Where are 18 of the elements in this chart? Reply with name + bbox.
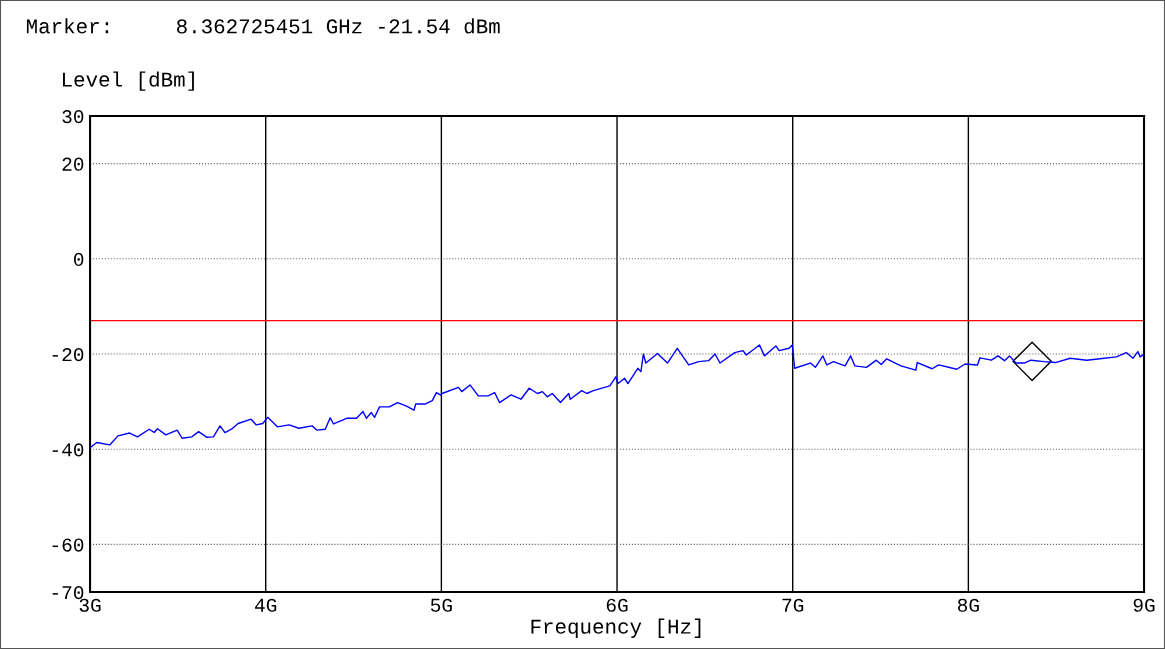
y-tick-label: 20: [62, 157, 84, 171]
y-axis-title: Level [dBm]: [62, 71, 194, 91]
chart-title: Marker: 8.362725451 GHz -21.54 dBm: [26, 18, 500, 34]
line-series: [90, 344, 1145, 449]
y-tick-label: -40: [52, 443, 84, 457]
x-tick-label: 4G: [255, 598, 277, 612]
y-tick-label: -70: [52, 586, 84, 600]
x-tick-label: 7G: [782, 598, 804, 612]
x-tick-label: 9G: [1133, 598, 1155, 612]
x-tick-label: 5G: [430, 598, 452, 612]
x-tick-label: 3G: [79, 598, 101, 612]
y-tick-label: -60: [52, 538, 84, 552]
y-tick-label: 0: [74, 252, 84, 267]
x-tick-label: 8G: [957, 598, 979, 612]
y-tick-label: -20: [52, 348, 84, 362]
x-axis-title: Frequency [Hz]: [531, 618, 701, 638]
x-tick-label: 6G: [606, 598, 628, 612]
y-tick-label: 30: [62, 110, 84, 124]
